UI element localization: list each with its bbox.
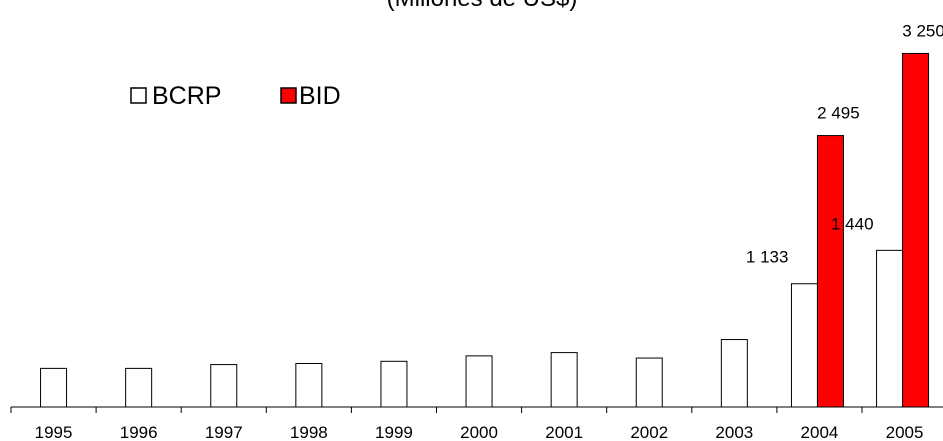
x-tick-label-2002: 2002: [630, 423, 668, 441]
x-tick-label-2001: 2001: [545, 423, 583, 441]
bars-group: [40, 52, 930, 408]
bar-bcrp-1997: [210, 364, 238, 408]
data-label-bid-2004: 2 495: [817, 104, 860, 123]
legend: BCRP BID: [130, 82, 341, 110]
x-axis: [10, 406, 943, 413]
data-label-bcrp-2004: 1 133: [746, 248, 789, 267]
bar-bid-2004: [816, 135, 844, 408]
bar-bcrp-2003: [720, 339, 748, 408]
x-tick-label-2003: 2003: [715, 423, 753, 441]
legend-swatch-bcrp: [130, 87, 147, 104]
bar-bid-2005: [902, 52, 930, 408]
x-tick-label-2004: 2004: [801, 423, 839, 441]
bar-bcrp-2002: [635, 357, 663, 408]
legend-label-bcrp: BCRP: [152, 82, 221, 110]
x-tick-label-1998: 1998: [290, 423, 328, 441]
bar-bcrp-1998: [295, 362, 323, 408]
x-tick-label-1995: 1995: [35, 423, 73, 441]
x-tick-label-2005: 2005: [886, 423, 924, 441]
x-tick-label-1999: 1999: [375, 423, 413, 441]
chart-title: (Millones de US$): [387, 0, 578, 12]
bar-bcrp-1995: [40, 367, 68, 408]
x-tick-label-1996: 1996: [120, 423, 158, 441]
legend-swatch-bid: [280, 87, 297, 104]
data-labels: 1 133 1 440 2 495 3 250: [746, 21, 943, 266]
x-tick-labels: 1995 1996 1997 1998 1999 2000 2001 2002 2003 2004…: [35, 423, 924, 441]
bar-bcrp-2004: [790, 283, 818, 408]
data-label-bcrp-2005: 1 440: [831, 214, 874, 233]
bar-bcrp-2001: [550, 352, 578, 408]
data-label-bid-2005: 3 250: [902, 21, 943, 40]
x-tick-label-2000: 2000: [460, 423, 498, 441]
legend-label-bid: BID: [299, 82, 341, 110]
bar-bcrp-1996: [125, 367, 153, 408]
bar-bcrp-1999: [380, 360, 408, 408]
x-tick-label-1997: 1997: [205, 423, 243, 441]
bar-bcrp-2000: [465, 355, 493, 408]
bar-bcrp-2005: [876, 249, 904, 408]
